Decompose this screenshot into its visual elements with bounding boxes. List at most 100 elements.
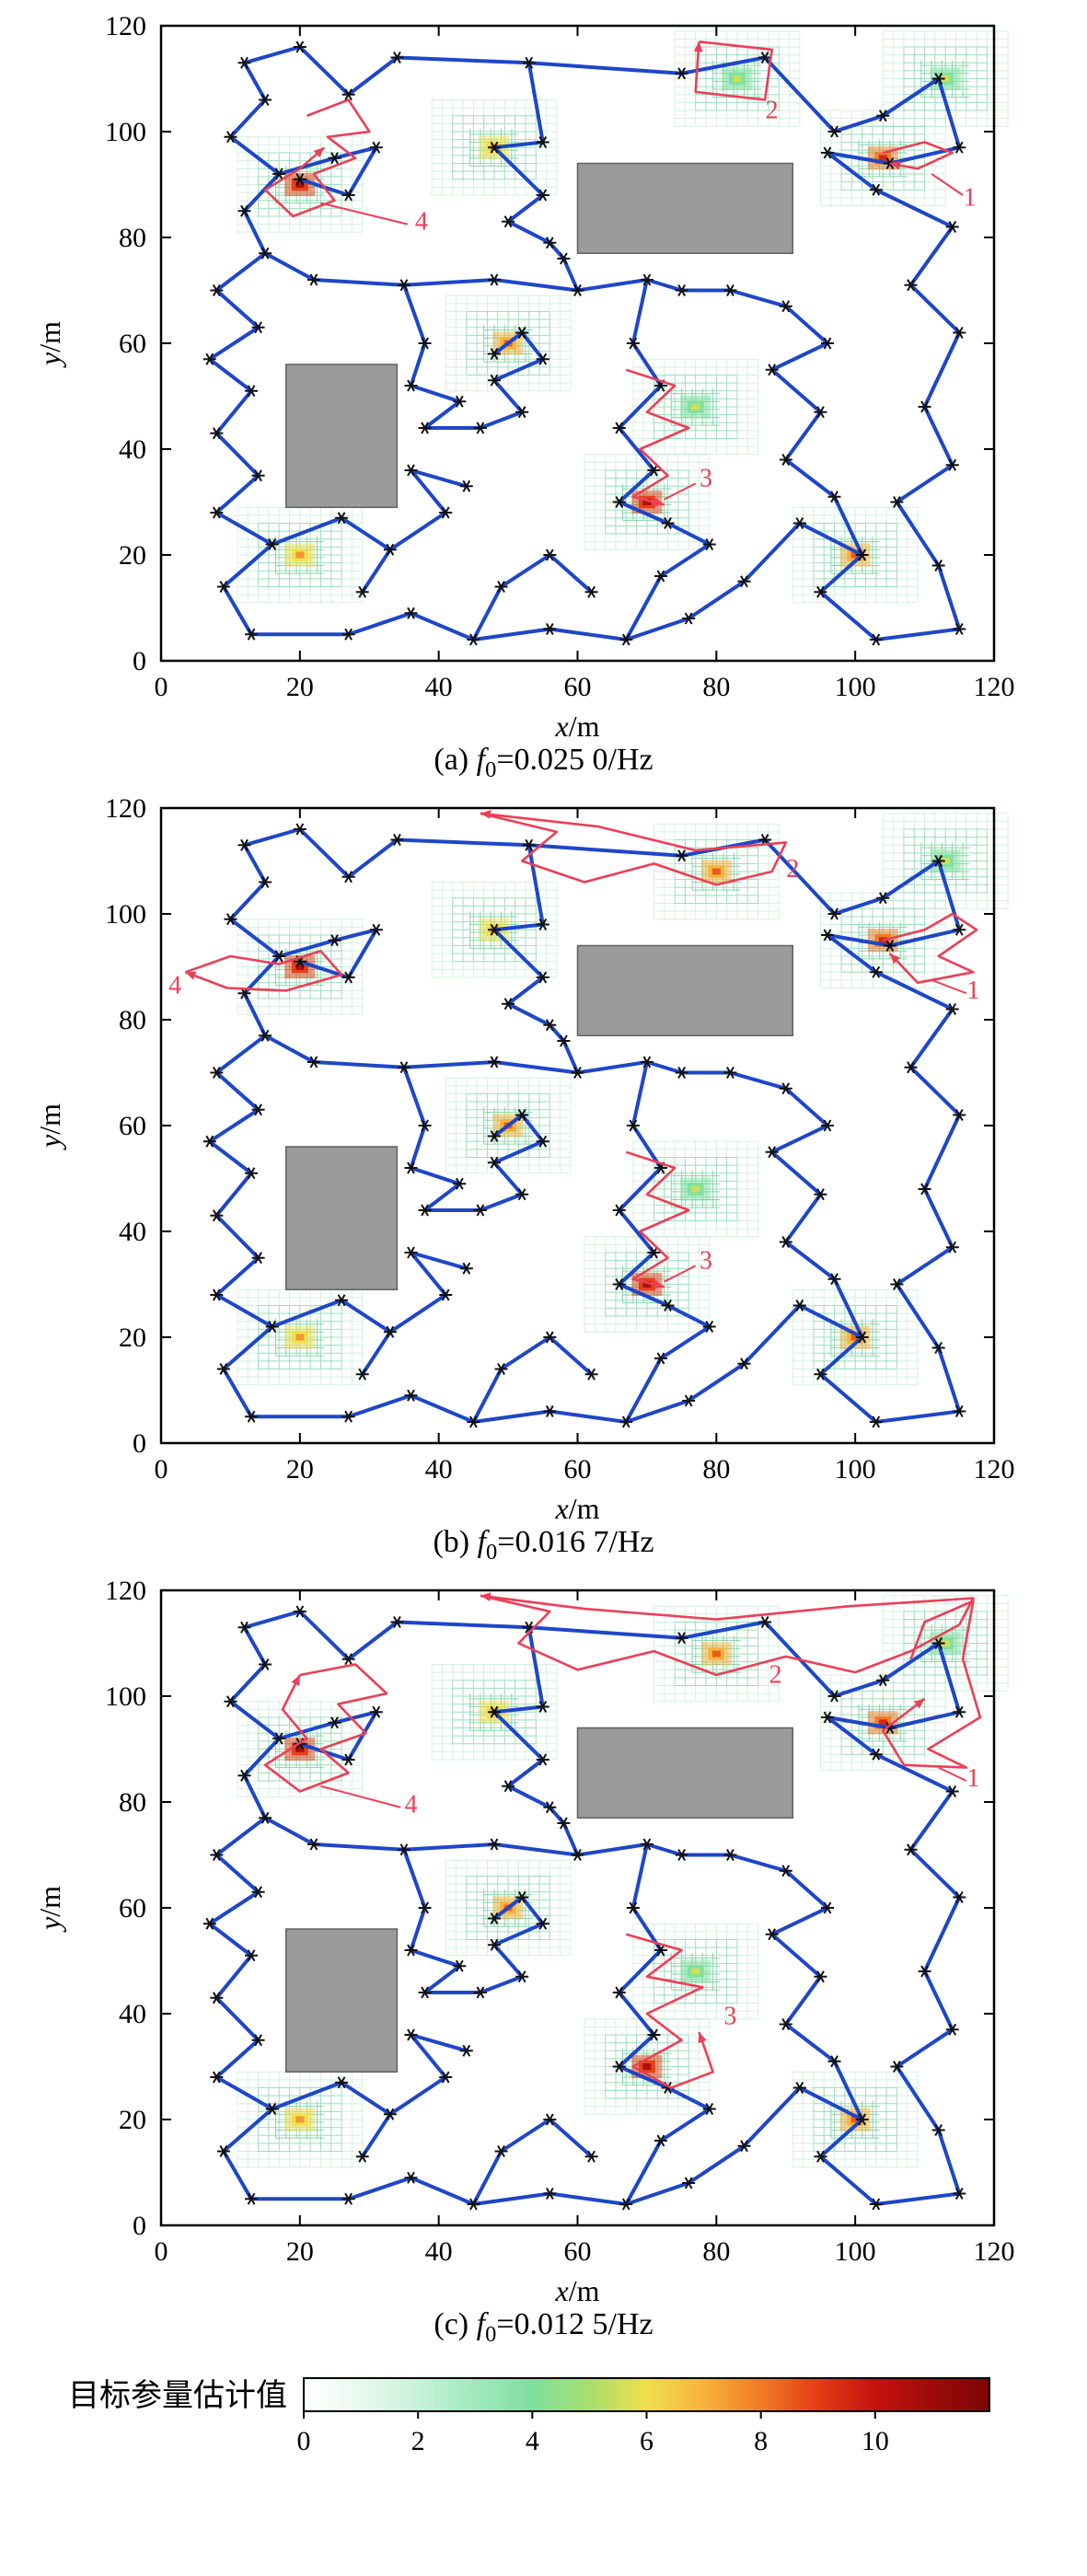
target-1-leader — [931, 173, 964, 196]
robot-node-spoke — [684, 1394, 693, 1407]
robot-node-marker — [918, 1965, 931, 1978]
robot-node-spoke — [705, 1320, 714, 1334]
y-tick-label: 100 — [105, 1681, 146, 1712]
robot-node-spoke — [545, 622, 554, 636]
robot-node-marker — [306, 273, 320, 286]
robot-node-spoke — [615, 1986, 624, 1999]
obstacle-rect — [576, 944, 794, 1036]
x-tick-label: 120 — [974, 672, 1015, 702]
robot-node-marker — [814, 1188, 827, 1201]
robot-node-marker — [488, 347, 501, 361]
robot-path-segment — [769, 1906, 864, 2121]
robot-node-marker — [584, 2150, 598, 2163]
hotspot-center — [295, 181, 305, 188]
robot-node-marker — [293, 40, 306, 53]
robot-node-marker — [341, 2192, 355, 2205]
robot-node-spoke — [441, 2071, 450, 2084]
x-tick-label: 0 — [155, 672, 168, 702]
hotspot-center — [295, 964, 305, 970]
robot-node-spoke — [705, 2102, 714, 2116]
robot-path-segment — [207, 843, 282, 1419]
robot-node-marker — [237, 204, 251, 217]
robot-node-marker — [515, 1970, 529, 1983]
robot-node-spoke — [545, 2113, 554, 2126]
hotspot-center — [941, 1640, 950, 1646]
hotspot-patch — [792, 506, 919, 604]
x-tick-label: 20 — [286, 672, 314, 702]
robot-node-marker — [953, 2187, 966, 2201]
robot-node-spoke — [240, 1769, 249, 1782]
robot-node-spoke — [954, 1108, 964, 1122]
robot-node-spoke — [948, 1002, 957, 1016]
robot-node-marker — [210, 1848, 224, 1862]
robot-node-marker — [779, 453, 792, 467]
robot-node-marker — [467, 633, 480, 646]
robot-node-spoke — [421, 422, 429, 434]
robot-path-segment — [263, 1034, 829, 1127]
robot-node-marker — [251, 1103, 265, 1116]
robot-path-segment — [895, 1007, 962, 1414]
target-3-path — [625, 368, 690, 506]
robot-node-marker — [619, 1415, 633, 1428]
robot-node-spoke — [872, 1748, 881, 1761]
target-arrowhead — [653, 1279, 665, 1289]
robot-node-spoke — [705, 537, 714, 551]
x-tick-label: 120 — [974, 2236, 1015, 2267]
robot-node-spoke — [781, 1865, 791, 1877]
robot-node-marker — [210, 1066, 224, 1080]
target-3-label: 3 — [723, 2003, 736, 2031]
figure-root: 1 2 3 4 0 0 20 20 40 40 60 60 80 80 100 100 120 120 x/m y/m… — [33, 11, 1015, 2456]
x-tick-label: 100 — [835, 2236, 876, 2267]
robot-node-spoke — [274, 167, 283, 180]
caption-a-fvar: f — [476, 743, 486, 777]
robot-node-marker — [251, 321, 265, 334]
target-2-label: 2 — [769, 1661, 781, 1690]
robot-node-spoke — [948, 2023, 957, 2036]
robot-node-marker — [869, 183, 883, 196]
robot-node-marker — [515, 326, 529, 340]
x-tick-label: 40 — [425, 2236, 453, 2267]
robot-node-spoke — [934, 559, 943, 572]
robot-node-spoke — [545, 549, 554, 561]
robot-node-spoke — [497, 2144, 505, 2158]
robot-node-spoke — [525, 56, 534, 69]
robot-node-spoke — [344, 871, 353, 884]
robot-node-marker — [272, 1732, 286, 1745]
robot-node-marker — [335, 2076, 349, 2089]
robot-node-marker — [404, 464, 418, 477]
y-tick-label: 80 — [119, 1005, 146, 1035]
robot-node-spoke — [934, 1636, 943, 1650]
robot-node-spoke — [560, 1817, 568, 1830]
robot-node-spoke — [954, 923, 964, 936]
target-arrowhead — [185, 971, 197, 980]
robot-node-spoke — [497, 1362, 505, 1376]
caption-c-fvar: f — [476, 2307, 486, 2341]
target-2-group: 2 — [693, 40, 779, 125]
hotspot-center — [711, 1650, 721, 1658]
robot-node-marker — [953, 1705, 966, 1718]
robot-node-spoke — [954, 141, 964, 154]
robot-node-spoke — [726, 283, 734, 297]
robot-node-spoke — [830, 1690, 838, 1703]
robot-node-spoke — [726, 1848, 734, 1862]
robot-node-marker — [488, 1156, 501, 1169]
robot-node-spoke — [816, 1188, 825, 1201]
robot-node-spoke — [212, 1992, 221, 2004]
robot-node-spoke — [621, 2198, 630, 2211]
robot-path-segment — [270, 515, 392, 595]
robot-node-spoke — [642, 1056, 652, 1069]
robot-node-spoke — [517, 1188, 526, 1201]
robot-node-spoke — [268, 537, 277, 551]
robot-node-spoke — [254, 2034, 262, 2047]
robot-node-marker — [647, 2028, 661, 2041]
robot-node-marker — [821, 1901, 834, 1914]
hotspot-patch — [653, 823, 780, 920]
y-tick-label: 80 — [119, 223, 146, 253]
hotspot-grid — [452, 897, 537, 963]
colorbar-tick-label: 2 — [411, 2426, 425, 2456]
robot-node-marker — [571, 1066, 584, 1080]
robot-node-marker — [869, 1748, 883, 1761]
x-tick-label: 60 — [564, 1454, 592, 1484]
robot-node-marker — [265, 537, 279, 551]
robot-node-marker — [210, 1992, 224, 2004]
